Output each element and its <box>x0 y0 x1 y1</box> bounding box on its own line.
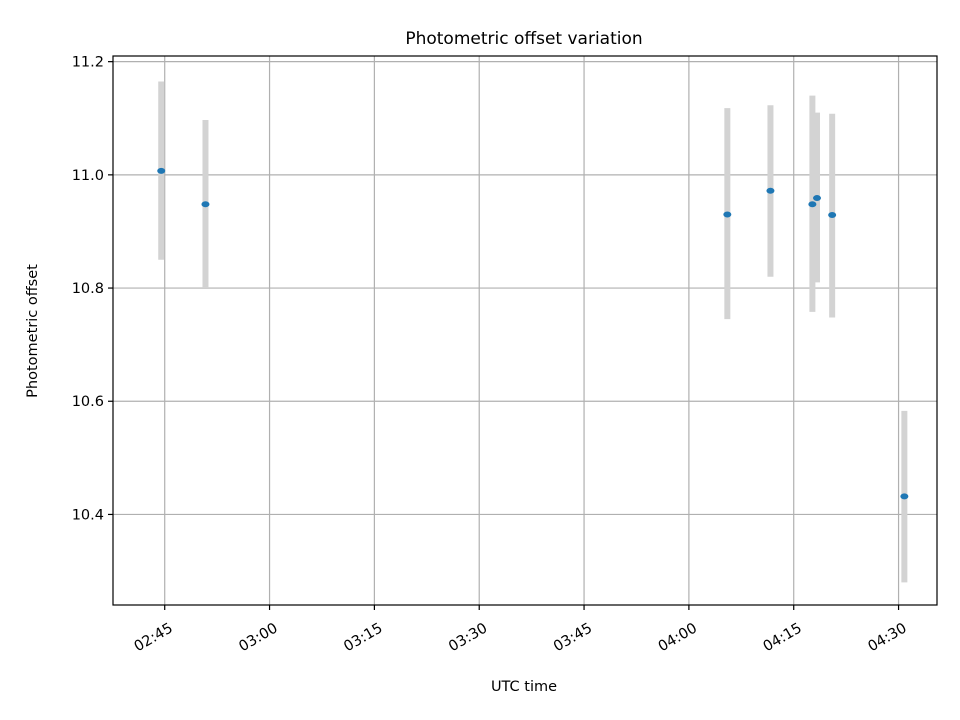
y-tick-label: 11.0 <box>72 168 104 184</box>
data-point <box>828 212 837 219</box>
data-point <box>900 493 909 500</box>
x-tick-label: 03:30 <box>446 620 490 655</box>
x-tick-label: 04:15 <box>761 620 805 655</box>
data-points <box>157 167 909 500</box>
data-point <box>723 211 732 218</box>
data-point <box>808 201 817 208</box>
x-tick-label: 04:30 <box>865 620 909 655</box>
data-point <box>812 195 821 202</box>
data-point <box>766 187 775 194</box>
y-tick-label: 10.6 <box>72 394 104 410</box>
x-axis-label: UTC time <box>491 679 557 695</box>
x-tick-label: 02:45 <box>132 620 176 655</box>
x-tick-label: 03:45 <box>551 620 595 655</box>
y-tick-label: 10.4 <box>72 507 104 523</box>
x-tick-label: 03:00 <box>236 620 280 655</box>
grid <box>113 56 937 605</box>
y-axis: 10.4 10.6 10.8 11.0 11.2 <box>72 55 113 523</box>
x-axis: 02:45 03:00 03:15 03:30 03:45 04:00 04:15 04:30 <box>132 605 910 655</box>
data-point <box>201 201 210 208</box>
y-tick-label: 10.8 <box>72 281 104 297</box>
chart-title: Photometric offset variation <box>405 29 642 49</box>
plot-frame <box>112 55 938 606</box>
y-tick-label: 11.2 <box>72 55 104 71</box>
data-point <box>157 167 166 174</box>
error-bars <box>158 81 908 583</box>
y-axis-label: Photometric offset <box>25 264 41 398</box>
x-tick-label: 03:15 <box>341 620 385 655</box>
x-tick-label: 04:00 <box>656 620 700 655</box>
